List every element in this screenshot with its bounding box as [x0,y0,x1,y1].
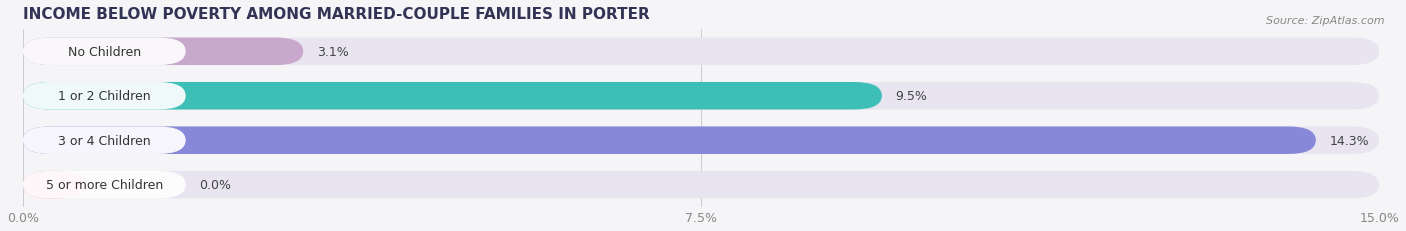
Text: 5 or more Children: 5 or more Children [45,178,163,191]
FancyBboxPatch shape [22,127,186,154]
FancyBboxPatch shape [22,171,1379,199]
Text: 0.0%: 0.0% [200,178,231,191]
FancyBboxPatch shape [22,171,186,199]
Text: Source: ZipAtlas.com: Source: ZipAtlas.com [1267,16,1385,26]
FancyBboxPatch shape [22,38,304,66]
FancyBboxPatch shape [22,171,84,199]
FancyBboxPatch shape [22,83,882,110]
Text: 3.1%: 3.1% [316,46,349,58]
Text: 14.3%: 14.3% [1330,134,1369,147]
Text: 9.5%: 9.5% [896,90,928,103]
Text: INCOME BELOW POVERTY AMONG MARRIED-COUPLE FAMILIES IN PORTER: INCOME BELOW POVERTY AMONG MARRIED-COUPL… [22,7,650,22]
FancyBboxPatch shape [22,38,186,66]
FancyBboxPatch shape [22,127,1379,154]
Text: No Children: No Children [67,46,141,58]
FancyBboxPatch shape [22,83,186,110]
Text: 1 or 2 Children: 1 or 2 Children [58,90,150,103]
FancyBboxPatch shape [22,38,1379,66]
FancyBboxPatch shape [22,83,1379,110]
FancyBboxPatch shape [22,127,1316,154]
Text: 3 or 4 Children: 3 or 4 Children [58,134,150,147]
